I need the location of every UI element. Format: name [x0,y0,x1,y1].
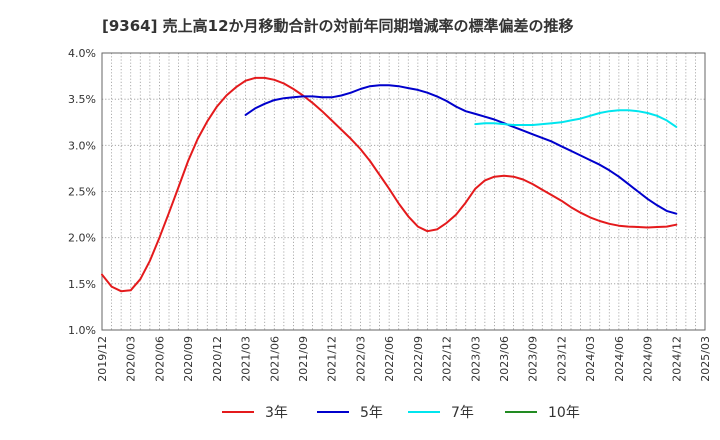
plot-area: 1.0% 1.5% 2.0% 2.5% 3.0% 3.5% 4.0% 2019/12 2020/… [68,47,712,382]
y-tick-label: 1.0% [68,324,96,337]
chart-title: [9364] 売上高12か月移動合計の対前年同期増減率の標準偏差の推移 [102,17,574,35]
x-tick-label: 2021/03 [240,336,253,382]
legend-label-1: 3年 [265,405,288,421]
y-tick-label: 3.0% [68,139,96,152]
legend: 3年 5年 7年 10年 [222,405,580,421]
x-tick-label: 2020/09 [182,336,195,382]
x-tick-label: 2023/09 [527,336,540,382]
y-tick-label: 1.5% [68,278,96,291]
legend-label-4: 10年 [548,405,580,421]
x-tick-label: 2019/12 [96,336,109,382]
x-tick-label: 2023/12 [555,336,568,382]
x-tick-label: 2021/09 [297,336,310,382]
y-tick-label: 2.5% [68,186,96,199]
y-tick-label: 2.0% [68,232,96,245]
x-tick-label: 2020/03 [125,336,138,382]
x-tick-label: 2024/03 [584,336,597,382]
x-tick-label: 2022/12 [441,336,454,382]
x-tick-label: 2020/06 [153,336,166,382]
plot-border [101,52,706,331]
x-tick-label: 2021/12 [326,336,339,382]
x-tick-label: 2025/03 [699,336,712,382]
y-tick-label: 3.5% [68,93,96,106]
x-tick-label: 2024/09 [642,336,655,382]
x-tick-label: 2022/06 [383,336,396,382]
x-tick-label: 2024/12 [670,336,683,382]
x-tick-label: 2022/03 [354,336,367,382]
legend-label-2: 5年 [360,405,383,421]
series-line-3 [474,109,678,128]
x-tick-label: 2024/06 [613,336,626,382]
x-tick-label: 2021/06 [268,336,281,382]
x-tick-label: 2020/12 [211,336,224,382]
y-tick-label: 4.0% [68,47,96,60]
x-tick-label: 2022/09 [412,336,425,382]
series-line-1 [101,76,678,293]
legend-label-3: 7年 [451,405,474,421]
x-tick-label: 2023/03 [469,336,482,382]
x-tick-label: 2023/06 [498,336,511,382]
series-line-2 [244,84,678,215]
